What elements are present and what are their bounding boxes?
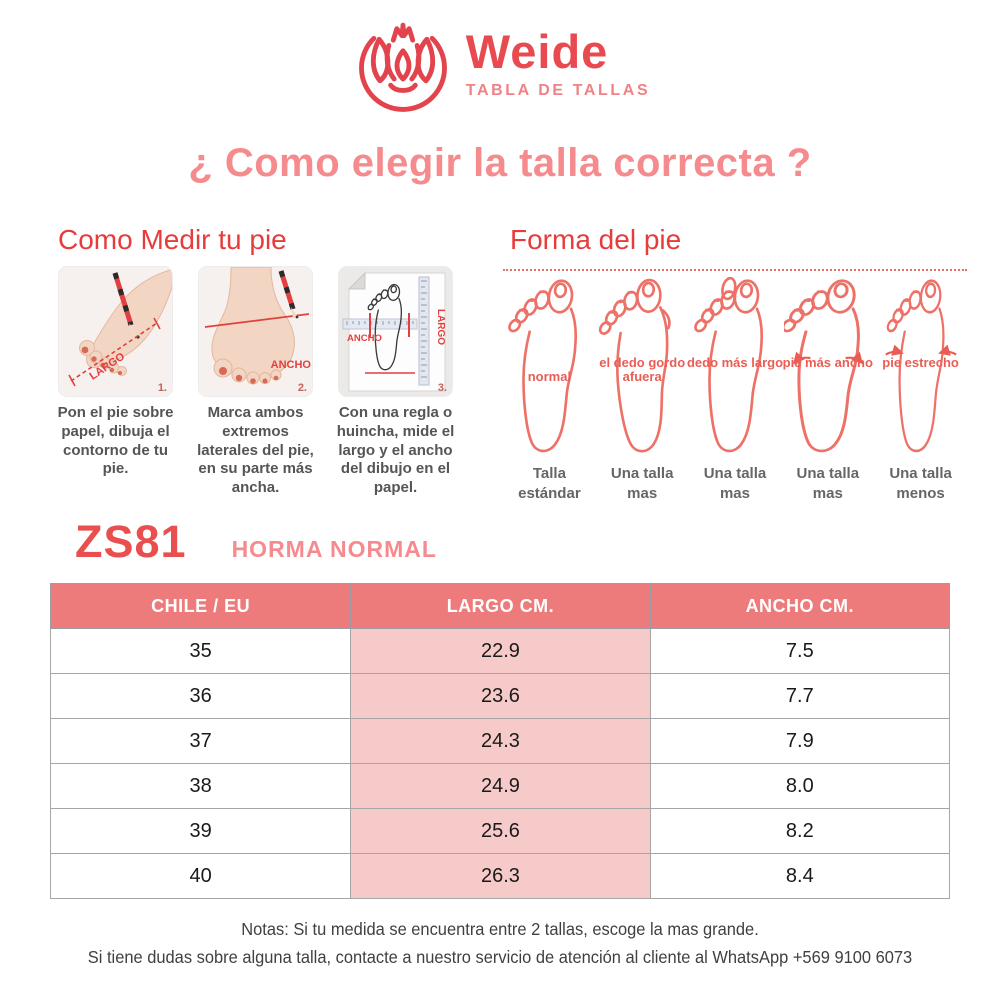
ancho-cell: 7.9 [649,718,951,764]
largo-label: LARGO [435,309,446,345]
table-row: 37 24.3 7.9 [49,718,951,764]
page-title: ¿ Como elegir la talla correcta ? [188,141,812,185]
largo-cell: 23.6 [350,673,651,719]
size-advice: Una talla mas [610,465,674,502]
ancho-cell: 8.0 [649,763,951,809]
size-cell: 39 [49,808,352,854]
step-captions: Pon el pie sobre papel, dibuja el contor… [51,404,460,498]
foot-type-normal: normal Talla estándar [503,273,596,503]
model-code: ZS81 [75,516,187,567]
col-header-largo: LARGO CM. [350,583,651,629]
size-cell: 36 [49,673,352,719]
size-cell: 38 [49,763,352,809]
step1-caption: Pon el pie sobre papel, dibuja el contor… [57,404,174,478]
note-line2: Si tiene dudas sobre alguna talla, conta… [87,947,913,967]
foot-shapes: normal Talla estándar el dedo gordo afue… [503,254,967,503]
foot-type-bunion: el dedo gordo afuera Una talla mas [596,273,689,503]
size-advice: Una talla menos [889,465,952,502]
step3-illustration-icon: LARGO ANCHO 3. [339,267,452,396]
size-advice: Talla estándar [518,465,581,502]
measuring-steps: LARGO 1. [58,266,453,397]
foot-outline-icon [598,276,677,455]
table-row: 39 25.6 8.2 [49,808,951,854]
measure-heading: Como Medir tu pie [58,224,287,255]
largo-cell: 24.3 [350,718,651,764]
step1-illustration-icon: LARGO 1. [59,267,172,396]
size-cell: 37 [49,718,352,764]
step3-number: 3. [438,382,447,394]
foot-type-label: pie más ancho [782,354,873,370]
toe-alignment-dotted-line [503,269,967,271]
largo-cell: 22.9 [350,628,651,674]
foot-shape-heading: Forma del pie [510,224,682,255]
ancho-cell: 8.2 [649,808,951,854]
ancho-cell: 7.5 [649,628,951,674]
foot-type-long-toe: dedo más largo Una talla mas [686,273,784,503]
foot-outline-icon [506,277,578,453]
foot-outline-icon [884,277,957,453]
ancho-label: ANCHO [347,333,382,344]
col-header-ancho: ANCHO CM. [649,583,951,629]
foot-type-label: pie estrecho [882,354,959,370]
size-table-header-row: CHILE / EU LARGO CM. ANCHO CM. [49,583,951,629]
step2-number: 2. [298,382,307,394]
table-row: 38 24.9 8.0 [49,763,951,809]
swan-crown-logo-icon [358,22,447,112]
foot-outline-icon [692,276,764,453]
brand-name: Weide [465,25,609,78]
foot-type-narrow: pie estrecho Una talla menos [874,273,967,503]
step1-number: 1. [158,382,167,394]
foot-outline-icon [783,277,863,453]
size-advice: Una talla mas [703,465,767,502]
foot-type-label: el dedo gordo afuera [599,354,686,385]
table-row: 35 22.9 7.5 [49,628,951,674]
size-cell: 35 [49,628,352,674]
note-line1: Notas: Si tu medida se encuentra entre 2… [241,919,759,939]
size-table: CHILE / EU LARGO CM. ANCHO CM. 35 22.9 7… [49,583,951,899]
step3-photo: LARGO ANCHO 3. [338,266,453,397]
step2-photo: ANCHO 2. [198,266,313,397]
footer-notes: Notas: Si tu medida se encuentra entre 2… [30,919,970,968]
brand-logo: Weide TABLA DE TALLAS [0,12,1000,116]
table-row: 40 26.3 8.4 [49,853,951,899]
ancho-cell: 7.7 [649,673,951,719]
largo-cell: 24.9 [350,763,651,809]
col-header-chile-eu: CHILE / EU [49,583,352,629]
foot-type-label: dedo más largo [686,354,784,370]
largo-cell: 26.3 [350,853,651,899]
size-advice: Una talla mas [796,465,860,502]
foot-type-label: normal [527,368,572,384]
largo-cell: 25.6 [350,808,651,854]
model-info: ZS81 HORMA NORMAL [75,516,437,568]
table-row: 36 23.6 7.7 [49,673,951,719]
step1-photo: LARGO 1. [58,266,173,397]
step2-illustration-icon: ANCHO 2. [199,267,312,396]
step3-caption: Con una regla o huincha, mide el largo y… [336,404,455,496]
ancho-label: ANCHO [271,359,312,371]
step2-caption: Marca ambos extremos laterales del pie, … [197,404,314,496]
brand-subtitle: TABLA DE TALLAS [465,82,651,99]
foot-type-wide: pie más ancho Una talla mas [781,273,874,503]
size-cell: 40 [49,853,352,899]
ancho-cell: 8.4 [649,853,951,899]
model-last-type: HORMA NORMAL [231,536,437,562]
